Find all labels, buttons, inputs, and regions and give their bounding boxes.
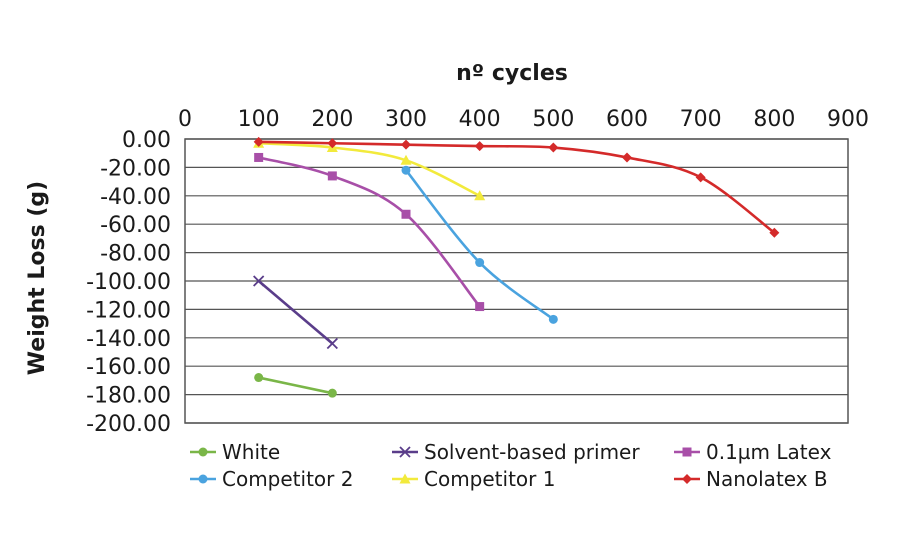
legend-item-competitor-2: Competitor 2 (190, 467, 353, 491)
legend-item-white: White (190, 440, 280, 464)
data-point-nanolatex-b (327, 138, 338, 149)
y-tick-label: -180.00 (86, 384, 171, 409)
y-tick-label: -160.00 (86, 355, 171, 380)
data-point-0-1-m-latex (401, 209, 411, 219)
legend-label: Solvent-based primer (424, 440, 640, 464)
legend-label: Nanolatex B (706, 467, 828, 491)
x-tick-label: 400 (459, 107, 501, 132)
data-point-0-1-m-latex (254, 152, 264, 162)
series-nanolatex-b (253, 136, 780, 238)
series-line-nanolatex-b (258, 140, 776, 234)
legend-marker (682, 447, 692, 457)
data-point-white (327, 388, 337, 398)
legend-label: Competitor 1 (424, 467, 555, 491)
data-point-nanolatex-b (401, 139, 411, 150)
x-axis-title: nº cycles (456, 61, 568, 86)
legend-marker (198, 447, 208, 457)
x-tick-label: 800 (753, 107, 795, 132)
legend-item-solvent-based-primer: Solvent-based primer (392, 440, 640, 464)
x-tick-label: 600 (606, 107, 648, 132)
data-point-nanolatex-b (695, 172, 706, 183)
y-tick-label: -100.00 (86, 270, 171, 295)
data-point-0-1-m-latex (327, 171, 337, 181)
y-tick-label: 0.00 (122, 128, 171, 153)
y-tick-label: -80.00 (100, 242, 171, 267)
data-point-solvent-based-primer (326, 337, 338, 350)
series-line-solvent-based-primer (257, 280, 334, 345)
x-tick-label: 300 (385, 107, 427, 132)
legend-marker (198, 474, 208, 484)
y-tick-label: -40.00 (100, 185, 171, 210)
x-tick-label: 0 (178, 107, 192, 132)
data-point-competitor-2 (548, 314, 558, 324)
x-tick-labels: 0 100 200 300 400 500 600 700 800 900 (178, 107, 869, 132)
data-point-competitor-1 (474, 190, 486, 201)
legend-marker (399, 446, 411, 458)
y-tick-label: -120.00 (86, 298, 171, 323)
plot-area (184, 138, 849, 424)
data-point-nanolatex-b (548, 142, 559, 153)
data-point-competitor-2 (401, 165, 411, 175)
data-point-solvent-based-primer (253, 275, 265, 287)
series-line-0-1-m-latex (258, 156, 481, 308)
data-point-white (254, 373, 264, 383)
data-point-0-1-m-latex (475, 302, 485, 312)
data-point-nanolatex-b (474, 141, 485, 152)
data-point-competitor-2 (475, 258, 485, 268)
x-tick-label: 100 (238, 107, 280, 132)
series-line-competitor-1 (258, 141, 481, 197)
y-tick-label: -20.00 (100, 156, 171, 181)
data-point-competitor-1 (400, 154, 412, 165)
x-tick-label: 200 (311, 107, 353, 132)
legend-marker (399, 473, 411, 484)
data-point-nanolatex-b (769, 227, 780, 238)
y-tick-labels: 0.00 -20.00 -40.00 -60.00 -80.00 -100.00 -120.… (86, 128, 171, 437)
legend-marker (682, 474, 692, 484)
series-solvent-based-primer (253, 275, 338, 350)
x-tick-label: 900 (827, 107, 869, 132)
series-competitor-2 (401, 165, 558, 324)
series-0-1-m-latex (254, 152, 485, 312)
y-tick-label: -60.00 (100, 213, 171, 238)
data-point-nanolatex-b (622, 152, 632, 163)
legend: White Solvent-based primer 0.1µm Latex Comp… (190, 440, 832, 491)
legend-label: White (222, 440, 280, 464)
legend-item-nanolatex-b: Nanolatex B (674, 467, 828, 491)
legend-item-0-1-m-latex: 0.1µm Latex (674, 440, 832, 464)
x-tick-label: 700 (680, 107, 722, 132)
y-tick-label: -140.00 (86, 327, 171, 352)
data-point-nanolatex-b (253, 136, 264, 147)
series-lines (253, 136, 780, 398)
legend-item-competitor-1: Competitor 1 (392, 467, 555, 491)
series-white (254, 373, 337, 398)
y-axis-title: Weight Loss (g) (25, 181, 50, 375)
legend-label: 0.1µm Latex (706, 440, 832, 464)
y-tick-label: -200.00 (86, 412, 171, 437)
gridlines (185, 138, 848, 424)
series-line-white (258, 376, 333, 395)
x-tick-label: 500 (532, 107, 574, 132)
legend-label: Competitor 2 (222, 467, 353, 491)
